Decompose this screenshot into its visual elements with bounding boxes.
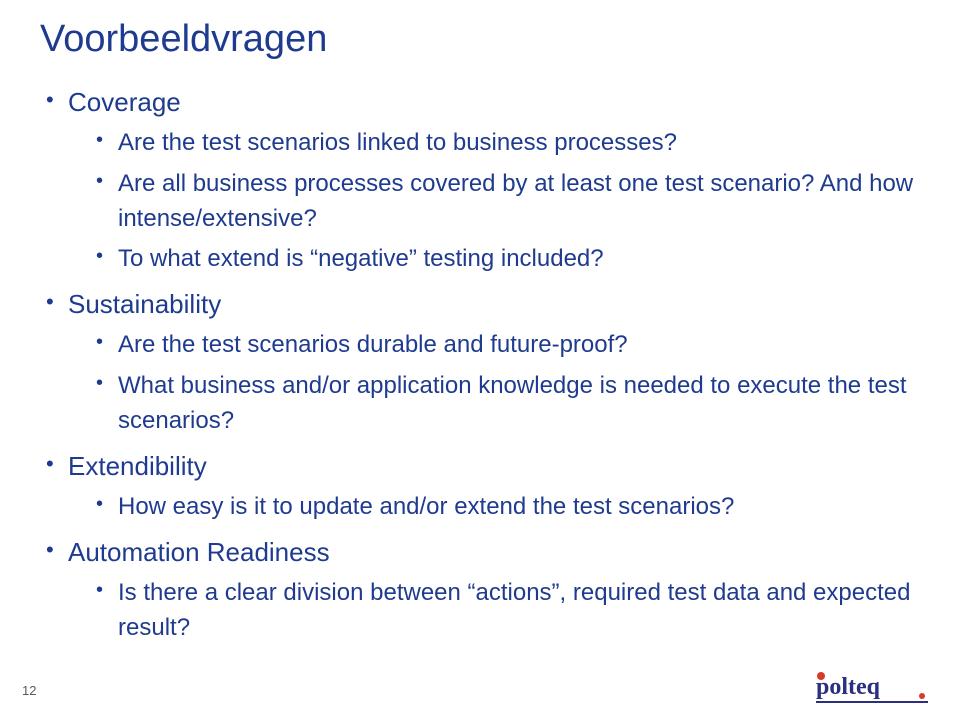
slide: Voorbeeldvragen Coverage Are the test sc…: [0, 0, 960, 722]
question: Is there a clear division between “actio…: [92, 576, 920, 646]
section-coverage: Coverage Are the test scenarios linked t…: [40, 85, 920, 277]
bullet-list: Coverage Are the test scenarios linked t…: [40, 85, 920, 645]
section-sustainability: Sustainability Are the test scenarios du…: [40, 287, 920, 438]
section-label: Coverage: [68, 87, 181, 117]
section-extendibility: Extendibility How easy is it to update a…: [40, 449, 920, 525]
sublist: Are the test scenarios durable and futur…: [68, 328, 920, 438]
sublist: How easy is it to update and/or extend t…: [68, 490, 920, 525]
question: Are the test scenarios durable and futur…: [92, 328, 920, 363]
svg-text:polteq: polteq: [816, 674, 881, 700]
question: How easy is it to update and/or extend t…: [92, 490, 920, 525]
sublist: Are the test scenarios linked to busines…: [68, 126, 920, 277]
section-label: Extendibility: [68, 451, 207, 481]
section-label: Sustainability: [68, 289, 221, 319]
slide-title: Voorbeeldvragen: [40, 18, 920, 61]
logo: polteq: [816, 670, 934, 704]
question: To what extend is “negative” testing inc…: [92, 242, 920, 277]
section-label: Automation Readiness: [68, 537, 330, 567]
sublist: Is there a clear division between “actio…: [68, 576, 920, 646]
polteq-logo-icon: polteq: [816, 670, 934, 704]
page-number: 12: [22, 683, 36, 698]
question: Are the test scenarios linked to busines…: [92, 126, 920, 161]
question: What business and/or application knowled…: [92, 369, 920, 439]
question: Are all business processes covered by at…: [92, 167, 920, 237]
section-automation-readiness: Automation Readiness Is there a clear di…: [40, 535, 920, 646]
